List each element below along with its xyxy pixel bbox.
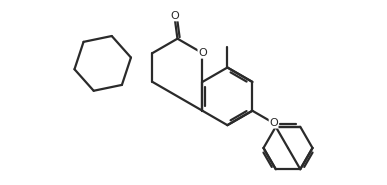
Text: O: O	[170, 11, 179, 21]
Text: O: O	[269, 118, 278, 128]
Text: O: O	[198, 48, 207, 58]
